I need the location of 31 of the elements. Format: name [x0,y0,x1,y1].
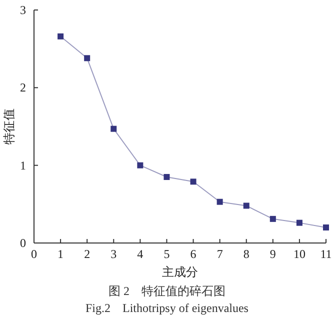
y-tick-label: 1 [20,158,26,172]
point [164,174,170,180]
point [270,216,276,222]
point [296,220,302,226]
caption: 图 2 特征值的碎石图 [108,284,226,298]
point [84,55,90,62]
x-tick-label: 11 [320,247,332,261]
point [137,162,144,168]
x-tick-label: 0 [31,247,37,261]
point [323,224,329,230]
x-tick-label: 3 [110,247,117,261]
caption: Fig.2 Lithotripsy of eigenvalues [86,301,249,315]
point [110,126,117,132]
x-axis-title: 主成分 [162,265,198,279]
y-tick-label: 3 [20,3,26,17]
x-tick-label: 1 [58,247,64,261]
y-tick-label: 0 [20,236,26,250]
point [216,198,223,205]
y-tick-label: 2 [20,80,26,95]
x-tick-label: 9 [270,247,276,261]
x-tick-label: 10 [293,247,306,261]
point [190,178,196,185]
point [58,33,64,40]
x-tick-label: 6 [190,247,196,261]
point [243,202,250,209]
x-tick-label: 4 [137,247,144,261]
y-axis-title: 特征值 [2,108,16,144]
x-tick-label: 5 [164,247,170,261]
x-tick-label: 2 [84,247,90,261]
x-tick-label: 7 [216,247,223,261]
x-tick-label: 8 [243,247,250,261]
